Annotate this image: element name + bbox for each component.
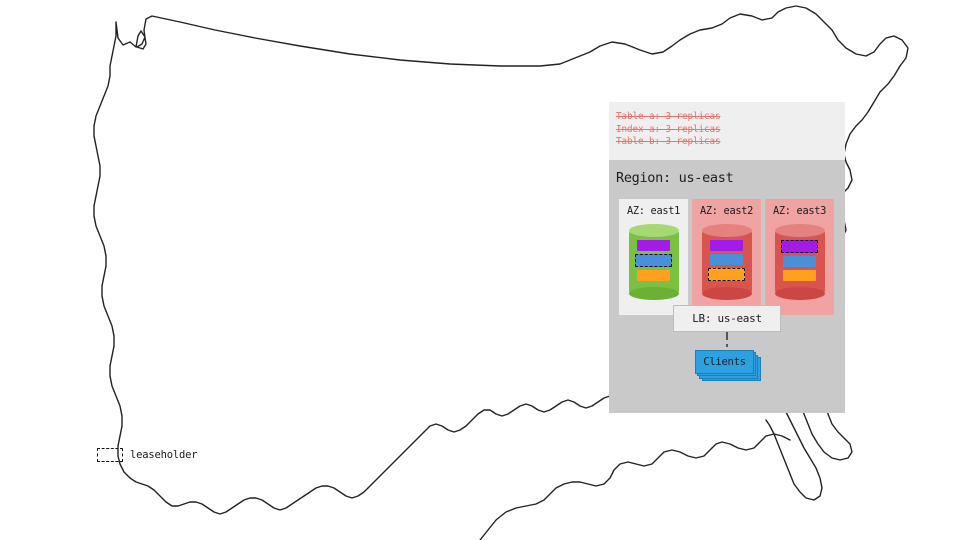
cylinder-top: [701, 224, 752, 237]
database-cylinder-east1: [628, 224, 679, 300]
schema-line-index-a: Index a: 3 replicas: [616, 123, 721, 135]
cylinder-top: [774, 224, 825, 237]
database-cylinder-east2: [701, 224, 752, 300]
cylinder-bottom: [628, 287, 679, 300]
range-purple-east3-leaseholder: [781, 240, 818, 253]
az-panel-east3[interactable]: AZ: east3: [765, 199, 834, 315]
load-balancer-box[interactable]: LB: us-east: [673, 305, 781, 332]
range-orange-east1: [637, 270, 670, 281]
schema-header: Table a: 3 replicas Index a: 3 replicas …: [609, 102, 845, 160]
range-purple-east2: [710, 240, 743, 251]
connector-segment-upper: [726, 332, 728, 340]
database-cylinder-east3: [774, 224, 825, 300]
range-blue-east1-leaseholder: [635, 254, 672, 267]
az-label-east3: AZ: east3: [772, 205, 827, 217]
range-list-east1: [629, 240, 679, 281]
connector-segment-lower: [726, 344, 728, 347]
cylinder-bottom: [774, 287, 825, 300]
schema-line-table-a: Table a: 3 replicas: [616, 111, 721, 122]
dashed-rectangle-icon: [97, 448, 123, 462]
range-blue-east3: [783, 256, 816, 267]
range-orange-east2-leaseholder: [708, 268, 745, 281]
legend: leaseholder: [97, 448, 198, 462]
clients-stack[interactable]: Clients: [695, 350, 761, 384]
cylinder-top: [628, 224, 679, 237]
range-purple-east1: [637, 240, 670, 251]
az-label-east2: AZ: east2: [699, 205, 754, 217]
range-list-east2: [702, 240, 752, 281]
range-blue-east2: [710, 254, 743, 265]
schema-line-table-b: Table b: 3 replicas: [616, 136, 721, 148]
availability-zone-row: AZ: east1 AZ: east2: [619, 199, 834, 315]
legend-label: leaseholder: [130, 449, 198, 461]
clients-label[interactable]: Clients: [695, 350, 754, 374]
region-panel: Region: us-east AZ: east1: [609, 160, 845, 413]
lb-clients-connector: [726, 332, 728, 350]
az-panel-east2[interactable]: AZ: east2: [692, 199, 761, 315]
az-label-east1: AZ: east1: [626, 205, 681, 217]
region-title: Region: us-east: [616, 170, 734, 186]
az-panel-east1[interactable]: AZ: east1: [619, 199, 688, 315]
range-list-east3: [775, 240, 825, 281]
cylinder-bottom: [701, 287, 752, 300]
region-diagram: Table a: 3 replicas Index a: 3 replicas …: [609, 102, 845, 413]
us-map-florida: [765, 411, 823, 501]
range-orange-east3: [783, 270, 816, 281]
us-map-gulf-coast: [479, 433, 791, 540]
